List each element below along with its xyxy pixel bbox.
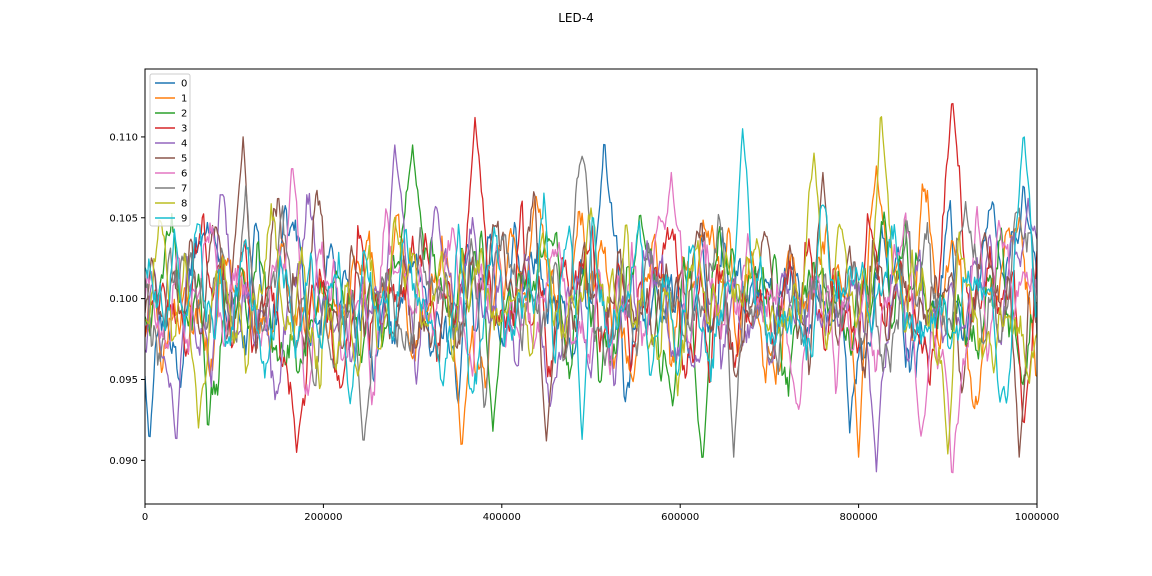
- y-tick-label: 0.100: [109, 294, 138, 305]
- legend-label: 7: [181, 184, 187, 195]
- legend-label: 8: [181, 199, 187, 210]
- x-tick-label: 400000: [483, 512, 521, 523]
- plot-frame: [144, 68, 1038, 505]
- series-line-5: [145, 136, 1037, 458]
- legend-label: 5: [181, 154, 187, 165]
- legend-label: 1: [181, 94, 187, 105]
- y-tick-label: 0.105: [109, 213, 138, 224]
- legend-label: 0: [181, 79, 187, 90]
- y-tick-label: 0.110: [109, 132, 138, 143]
- x-tick-label: 0: [142, 512, 148, 523]
- legend-label: 4: [181, 139, 187, 150]
- legend-label: 6: [181, 169, 187, 180]
- x-tick-label: 200000: [304, 512, 342, 523]
- series-line-2: [145, 144, 1037, 458]
- series-line-9: [145, 128, 1037, 440]
- x-tick-label: 800000: [840, 512, 878, 523]
- series-line-0: [145, 143, 1037, 438]
- series-layer: [145, 102, 1037, 474]
- x-tick-label: 1000000: [1015, 512, 1060, 523]
- x-tick-label: 600000: [661, 512, 699, 523]
- y-tick-label: 0.095: [109, 375, 138, 386]
- legend-label: 9: [181, 214, 187, 225]
- legend: 0 1 2 3 4 5 6 7 8 9: [149, 73, 191, 227]
- series-line-6: [145, 167, 1037, 474]
- y-tick-label: 0.090: [109, 456, 138, 467]
- x-axis: 0 200000 400000 600000 800000 1000000: [142, 504, 1059, 523]
- chart-title: LED-4: [558, 11, 593, 25]
- y-axis: 0.090 0.095 0.100 0.105 0.110: [109, 132, 145, 467]
- legend-label: 3: [181, 124, 187, 135]
- legend-label: 2: [181, 109, 187, 120]
